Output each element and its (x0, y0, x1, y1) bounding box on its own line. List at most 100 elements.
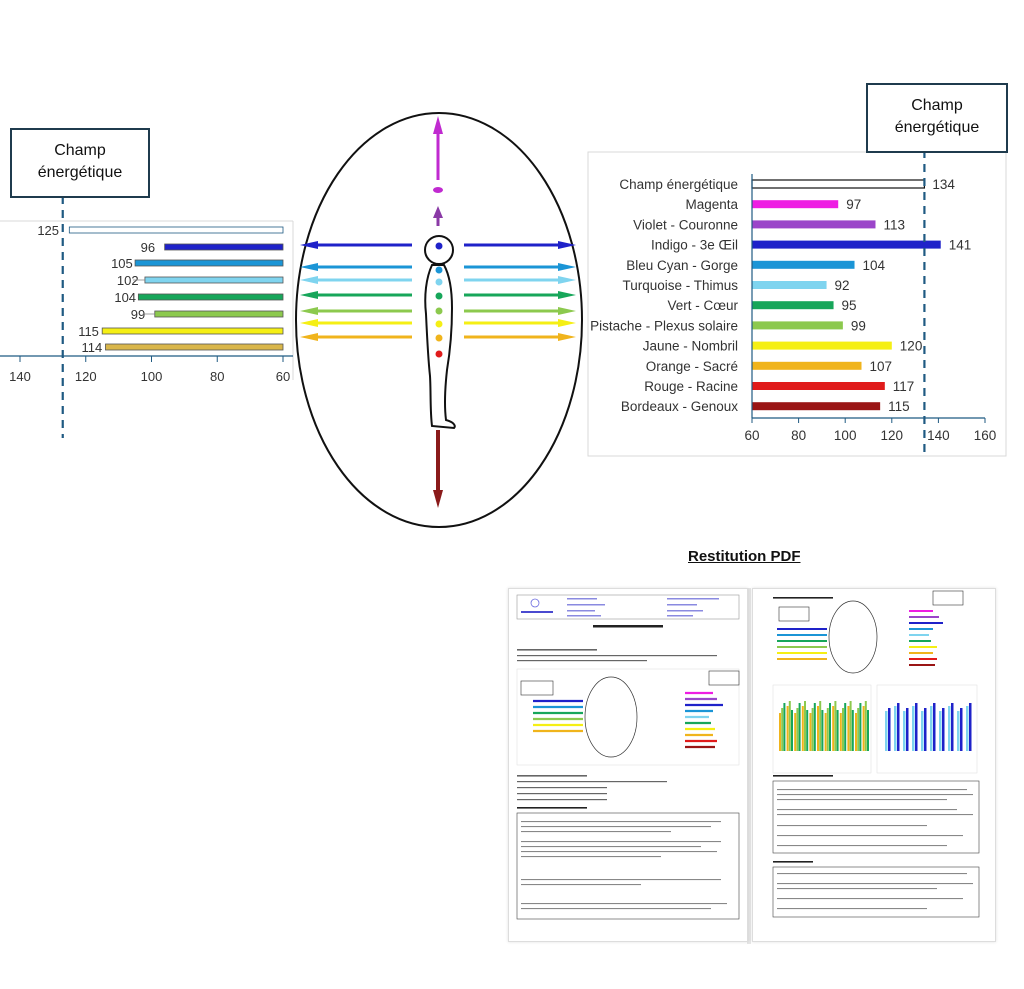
left-bar-turquoise-thimus (144, 276, 284, 284)
left-data-label-jaune-nombril: 115 (78, 324, 99, 339)
restitution-pdf-title: Restitution PDF (688, 548, 801, 565)
right-category-label-bleu-cyan-gorge: Bleu Cyan - Gorge (626, 258, 738, 273)
right-data-label-pistache-plexus-solaire: 99 (851, 318, 866, 333)
left-arrowhead-orange (300, 333, 318, 341)
right-bar-turquoise-thimus (752, 281, 827, 289)
right-arrowhead-turquoise (558, 276, 576, 284)
right-arrowhead-orange (558, 333, 576, 341)
left-arrowhead-vert (300, 291, 318, 299)
right-data-label-indigo-3e-oeil: 141 (949, 238, 972, 253)
left-bar-orange-sacre (105, 343, 284, 351)
mini-bar (915, 703, 918, 751)
mini-bar (826, 708, 829, 751)
left-data-label-indigo-3e-oeil: 96 (141, 240, 155, 255)
mini-bar (813, 703, 816, 751)
mini-bar (960, 708, 963, 751)
right-bar-pistache-plexus-solaire (752, 321, 843, 330)
pdf-page-2-thumbnail (752, 588, 996, 942)
mini-bar (847, 706, 850, 751)
left-arrowhead-pistache (300, 307, 318, 315)
mini-bar (933, 703, 936, 751)
chakra-dot (435, 307, 443, 315)
left-x-tick-label: 140 (9, 369, 31, 384)
side-arrows-group (300, 241, 576, 341)
mini-bar (842, 708, 844, 751)
right-data-label-violet-couronne: 113 (883, 217, 905, 232)
left-x-tick-label: 80 (210, 369, 224, 384)
mini-bar (942, 708, 945, 751)
mini-bar (855, 713, 857, 751)
mini-bar (849, 701, 852, 751)
mini-bar (796, 708, 799, 751)
right-bar-bleu-cyan-gorge (752, 260, 855, 269)
chakra-dot (435, 266, 443, 274)
mini-bar (864, 701, 867, 751)
human-silhouette (424, 235, 456, 430)
mini-bar (832, 706, 835, 751)
mini-bar (948, 706, 951, 751)
left-bar-bleu-cyan-gorge (134, 259, 284, 267)
right-bar-indigo-3e-oeil (752, 240, 941, 249)
left-data-label-champ-energetique: 125 (37, 223, 59, 238)
mini-bar (894, 706, 897, 751)
mini-bar (781, 708, 784, 751)
left-data-label-orange-sacre: 114 (81, 340, 102, 355)
mini-bar (794, 713, 797, 751)
mini-bar (888, 708, 891, 751)
right-x-tick-label: 160 (974, 428, 997, 443)
mini-bar (786, 706, 789, 751)
mini-bar (801, 706, 804, 751)
left-arrowhead-jaune (300, 319, 318, 327)
right-arrowhead-vert (558, 291, 576, 299)
mini-bar (817, 706, 819, 751)
mini-bar (798, 703, 801, 751)
right-bar-bordeaux-genoux (752, 402, 881, 411)
right-bar-orange-sacre (752, 361, 862, 370)
mini-bar (834, 701, 837, 751)
left-data-label-turquoise-thimus: 102 (117, 273, 139, 288)
mini-bar (819, 701, 822, 751)
left-bar-jaune-nombril (101, 327, 284, 335)
left-champ-energetique-label: Champ énergétique (10, 128, 150, 198)
chakra-dot (435, 242, 443, 250)
chakra-dots-group (435, 242, 443, 358)
page-separator (747, 588, 751, 944)
right-data-label-orange-sacre: 107 (870, 359, 893, 374)
mini-bar (839, 713, 842, 751)
mini-bar (804, 701, 806, 751)
right-data-label-turquoise-thimus: 92 (835, 278, 850, 293)
left-arrowhead-indigo (300, 241, 318, 249)
mini-bar (857, 708, 860, 751)
right-x-axis: Champ énergétique Magenta Violet - Couronn… (590, 174, 996, 443)
mini-bar (844, 703, 847, 751)
right-x-tick-label: 140 (927, 428, 950, 443)
right-bar-violet-couronne (752, 220, 876, 229)
mini-bar (821, 710, 824, 751)
right-data-label-bordeaux-genoux: 115 (888, 399, 910, 414)
left-data-label-bleu-cyan-gorge: 105 (111, 256, 133, 271)
left-data-label-pistache-plexus-solaire: 99 (131, 307, 145, 322)
mini-bar (906, 708, 909, 751)
right-arrowhead-jaune (558, 319, 576, 327)
chakra-dot (435, 334, 443, 342)
right-x-tick-label: 100 (834, 428, 857, 443)
mini-bar (862, 706, 865, 751)
mini-bar (912, 706, 915, 751)
right-arrowhead-cyan (558, 263, 576, 271)
mini-bar (783, 703, 786, 751)
left-bar-indigo-3e-oeil (164, 243, 284, 251)
mini-bar (829, 703, 831, 751)
right-x-tick-label: 120 (881, 428, 904, 443)
mini-bar (897, 703, 900, 751)
left-x-axis: 140 120 100 80 60 (0, 355, 293, 384)
top-magenta-arrow (433, 116, 443, 226)
pdf-page-2-mini-bars (779, 701, 972, 751)
right-chart-frame (587, 151, 1007, 457)
mini-bar (836, 710, 839, 751)
mini-bar (851, 710, 854, 751)
right-category-label-champ-energetique: Champ énergétique (619, 177, 738, 192)
mini-bar (859, 703, 862, 751)
